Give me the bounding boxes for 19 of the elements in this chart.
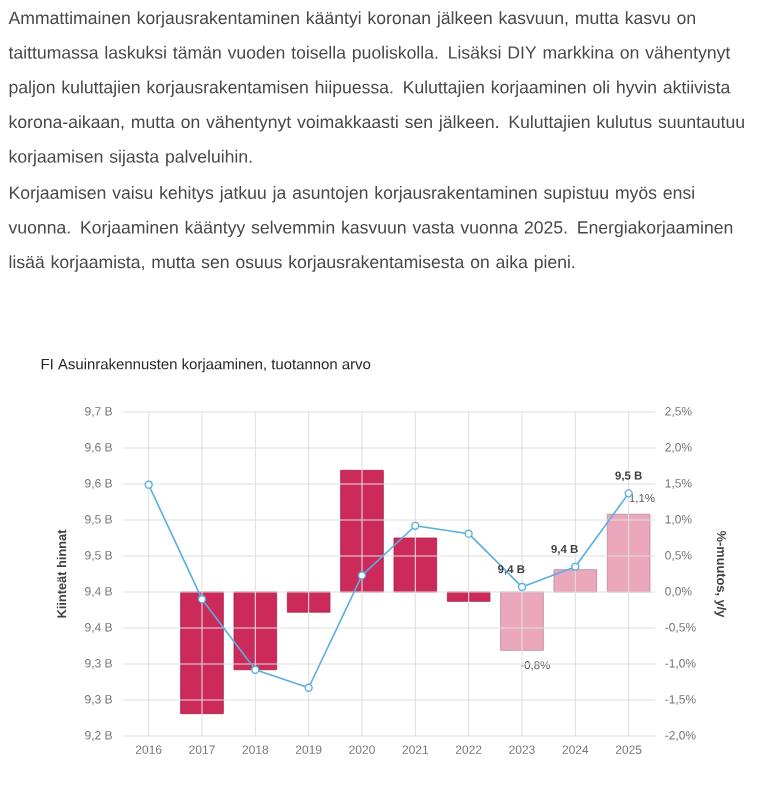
point: [251, 665, 260, 674]
bar: [233, 591, 278, 671]
bar: [180, 591, 224, 715]
point: [517, 582, 527, 592]
point: [571, 562, 580, 571]
point: [197, 595, 207, 604]
point: [304, 683, 313, 692]
bar: [553, 569, 598, 593]
text: Korjaamisen vaisu kehitys jatkuu ja asuntojen korjausrakentaminen supistuu myös ensi vuonna. Korjaaminen kääntyy selvemmin kasvuun vasta vuonna 2025. Energiakorjaaminen lisää korjaamista, mutta sen osuus korjausrakentamisesta on aika pieni.: [8, 186, 733, 272]
point: [464, 529, 473, 538]
bar: [286, 591, 331, 613]
point: [411, 521, 420, 530]
bar: [606, 513, 651, 593]
bar: [340, 469, 384, 593]
bar: [393, 537, 438, 593]
bar: [500, 591, 544, 651]
point: [357, 571, 367, 580]
text: Ammattimainen korjausrakentaminen kääntyi koronan jälkeen kasvuun, mutta kasvu on taittumassa laskuksi tämän vuoden toisella puoliskolla. Lisäksi DIY markkina on vähentynyt paljon kuluttajien korjausrakentamisen hiipuessa. Kuluttajien korjaaminen oli hyvin aktiivista korona-aikaan, mutta on vähentynyt voimakkaasti sen jälkeen. Kuluttajien kulutus suuntautuu korjaamisen sijasta palveluihin.: [8, 11, 744, 167]
point: [144, 480, 153, 489]
